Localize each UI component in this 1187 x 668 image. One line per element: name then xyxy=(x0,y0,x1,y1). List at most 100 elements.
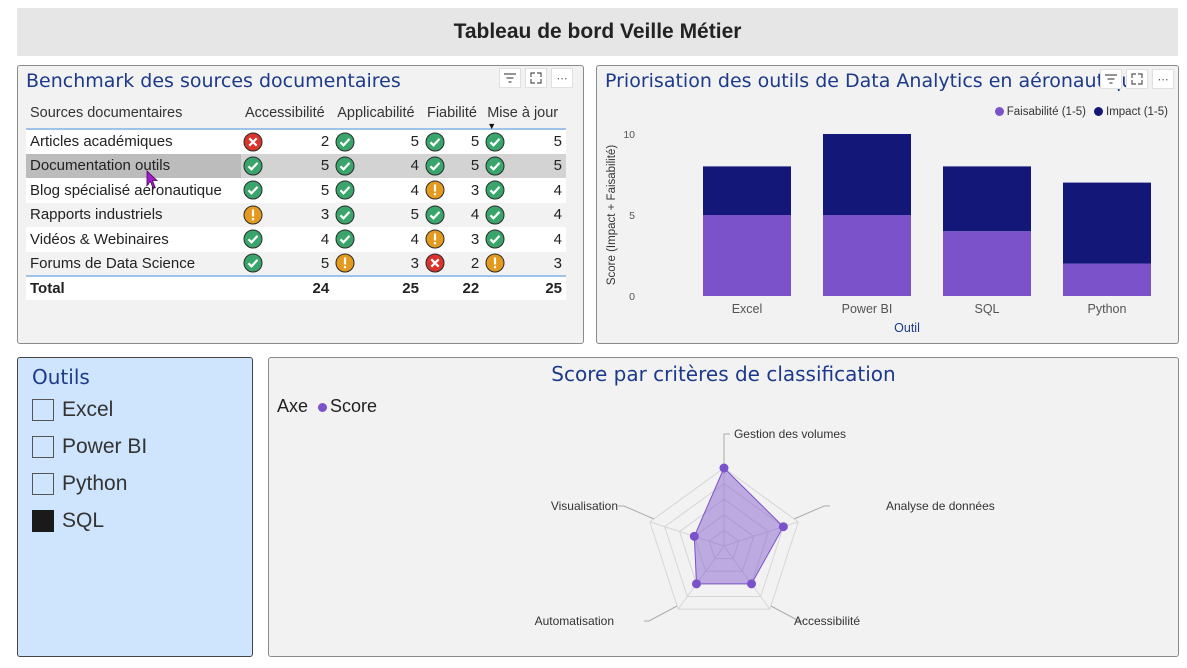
source-name: Documentation outils xyxy=(26,153,241,178)
slicer-item-label: Power BI xyxy=(62,435,148,458)
total-row: Total 24 25 22 25 xyxy=(26,275,566,300)
green-check-icon xyxy=(335,229,355,249)
priorisation-toolbar: ⋯ xyxy=(1100,69,1174,89)
column-header[interactable]: Sources documentaires xyxy=(26,97,241,130)
table-row[interactable]: Forums de Data Science 5 3 2 3 xyxy=(26,251,566,276)
source-name: Blog spécialisé aéronautique xyxy=(26,178,241,203)
bar-impact xyxy=(943,166,1031,232)
status-icon-cell xyxy=(240,227,269,252)
score-value: 3 xyxy=(511,251,566,276)
slicer-item-power-bi[interactable]: Power BI xyxy=(32,435,147,459)
status-icon-cell xyxy=(240,129,269,154)
orange-warning-icon xyxy=(243,205,263,225)
radar-panel: Score par critères de classification Axe… xyxy=(268,357,1179,657)
status-icon-cell xyxy=(240,251,269,276)
slicer-item-label: Python xyxy=(62,472,128,495)
filter-icon[interactable] xyxy=(1100,69,1122,89)
status-icon-cell xyxy=(422,202,451,227)
status-icon-cell xyxy=(422,153,451,178)
legend-dot xyxy=(318,402,328,412)
slicer-item-sql[interactable]: SQL xyxy=(32,509,104,533)
focus-mode-icon[interactable] xyxy=(1126,69,1148,89)
benchmark-title: Benchmark des sources documentaires xyxy=(26,70,401,92)
bar-impact xyxy=(1063,182,1151,264)
radar-point xyxy=(747,579,757,589)
source-name: Forums de Data Science xyxy=(26,251,241,276)
status-icon-cell xyxy=(333,251,362,276)
column-header[interactable]: Fiabilité xyxy=(422,97,484,130)
radar-leader-line xyxy=(770,605,804,622)
radar-leader-line xyxy=(618,505,655,520)
status-icon-cell xyxy=(483,202,512,227)
radar-axis-label: Visualisation xyxy=(551,499,618,513)
mouse-cursor-icon xyxy=(146,170,159,189)
score-value: 5 xyxy=(268,153,334,178)
radar-spoke xyxy=(677,545,725,610)
radar-leader-line xyxy=(644,605,678,622)
y-tick-label: 0 xyxy=(629,291,635,303)
filter-icon[interactable] xyxy=(499,68,521,88)
total-label: Total xyxy=(26,275,241,300)
column-header[interactable]: Mise à jour ▼ xyxy=(483,97,566,131)
score-value: 4 xyxy=(511,227,566,252)
slicer-item-excel[interactable]: Excel xyxy=(32,398,113,422)
legend-item-faisabilite[interactable]: Faisabilité (1-5) xyxy=(994,106,1086,118)
radar-axis-label: Analyse de données xyxy=(886,499,995,513)
checkbox[interactable] xyxy=(32,399,54,421)
green-check-icon xyxy=(485,156,505,176)
score-value: 5 xyxy=(450,129,484,154)
source-name: Rapports industriels xyxy=(26,202,241,227)
radar-point xyxy=(778,522,788,532)
benchmark-toolbar: ⋯ xyxy=(499,68,573,88)
column-header[interactable]: Applicabilité xyxy=(333,97,423,130)
checkbox[interactable] xyxy=(32,436,54,458)
radar-axis-label: Gestion des volumes xyxy=(734,427,846,441)
table-row[interactable]: Vidéos & Webinaires 4 4 3 4 xyxy=(26,227,566,252)
score-value: 2 xyxy=(450,251,484,276)
table-row[interactable]: Blog spécialisé aéronautique 5 4 3 4 xyxy=(26,178,566,203)
priorisation-title: Priorisation des outils de Data Analytic… xyxy=(605,70,1145,92)
legend-label: Faisabilité (1-5) xyxy=(1006,106,1086,118)
total-value: 25 xyxy=(511,275,566,300)
y-tick-label: 10 xyxy=(623,129,635,141)
checkbox[interactable] xyxy=(32,510,54,532)
score-value: 5 xyxy=(511,129,566,154)
status-icon-cell xyxy=(483,129,512,154)
status-icon-cell xyxy=(240,202,269,227)
y-axis-label: Score (Impact + Faisabilité) xyxy=(606,145,618,285)
status-icon-cell xyxy=(333,129,362,154)
score-value: 2 xyxy=(268,129,334,154)
table-row[interactable]: Rapports industriels 3 5 4 4 xyxy=(26,202,566,227)
checkbox[interactable] xyxy=(32,473,54,495)
radar-point xyxy=(689,531,699,541)
more-options-icon[interactable]: ⋯ xyxy=(1152,69,1174,89)
legend-label: Impact (1-5) xyxy=(1106,106,1168,118)
total-value: 25 xyxy=(361,275,423,300)
table-row[interactable]: Articles académiques 2 5 5 5 xyxy=(26,129,566,154)
score-value: 5 xyxy=(268,251,334,276)
legend-item-impact[interactable]: Impact (1-5) xyxy=(1094,106,1168,118)
dashboard-header: Tableau de bord Veille Métier xyxy=(17,8,1178,56)
green-check-icon xyxy=(425,132,445,152)
score-value: 4 xyxy=(361,178,423,203)
source-name: Articles académiques xyxy=(26,129,241,154)
stacked-bar-chart: 0 5 10 Score (Impact + Faisabilité) Excel Pow… xyxy=(606,129,1151,335)
more-options-icon[interactable]: ⋯ xyxy=(551,68,573,88)
green-check-icon xyxy=(335,205,355,225)
status-icon-cell xyxy=(422,178,451,203)
slicer-item-python[interactable]: Python xyxy=(32,472,127,496)
total-spacer xyxy=(422,275,451,300)
radar-leader-line xyxy=(793,505,830,520)
score-value: 4 xyxy=(511,178,566,203)
green-check-icon xyxy=(425,156,445,176)
legend-item-score[interactable]: Score xyxy=(318,396,377,417)
table-row[interactable]: Documentation outils 5 4 5 5 xyxy=(26,153,566,178)
orange-warning-icon xyxy=(425,229,445,249)
column-header[interactable]: Accessibilité xyxy=(240,97,334,130)
red-x-icon xyxy=(243,132,263,152)
benchmark-table: Sources documentaires Accessibilité Applic… xyxy=(26,97,566,300)
sort-descending-icon[interactable]: ▼ xyxy=(487,121,497,131)
focus-mode-icon[interactable] xyxy=(525,68,547,88)
priorisation-panel: Priorisation des outils de Data Analytic… xyxy=(596,65,1179,344)
score-value: 5 xyxy=(361,129,423,154)
